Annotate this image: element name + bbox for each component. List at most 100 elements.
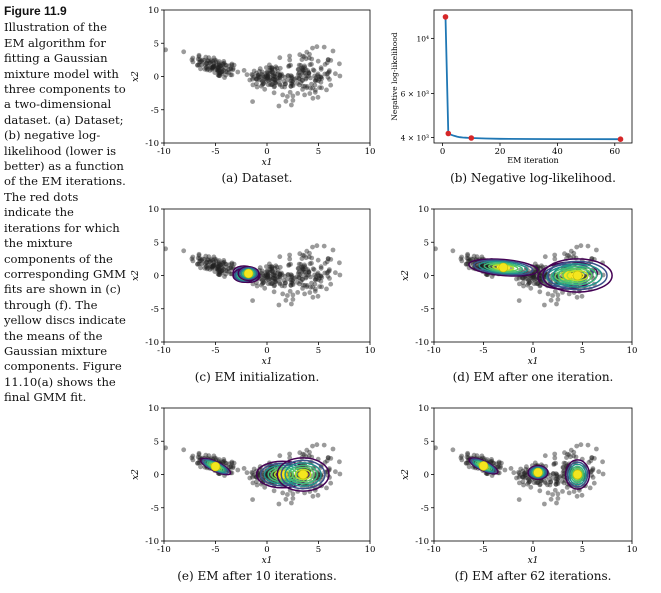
data-point [216,267,221,273]
data-point [319,76,325,81]
data-point [328,58,334,63]
data-point [555,481,561,487]
data-point [216,73,222,78]
panel-a: -10 -5 0 5 10 -10 -5 0 5 10 x1 x2 [131,6,375,168]
y-tick-label: 5 [424,437,429,447]
data-point [211,61,217,67]
data-point [555,297,561,302]
data-point [479,453,485,459]
data-point [250,470,256,476]
data-point [216,73,222,79]
data-point [209,257,214,262]
data-point [272,77,278,82]
data-point [296,266,301,271]
data-point [474,453,480,459]
data-point [266,277,271,282]
data-point [272,276,278,281]
data-point [330,48,336,54]
x-axis-label: x1 [262,158,273,168]
data-point [312,89,318,95]
data-point [272,265,278,271]
data-point [216,260,222,265]
data-point [315,71,321,77]
data-point [260,281,265,286]
density-contour [288,464,319,485]
data-point [312,82,318,88]
density-contour [546,265,590,286]
subcaption-b: (b) Negative log-likelihood. [450,171,616,185]
data-point [574,244,580,250]
data-point [542,501,547,507]
component-mean [572,270,583,281]
data-point [223,271,229,277]
data-point [554,474,560,479]
data-point [321,44,327,50]
data-point [308,75,313,81]
data-point [327,267,332,272]
data-point [300,451,306,457]
data-point [272,279,278,284]
data-point [299,264,305,270]
marked-iteration-dot [445,130,452,137]
data-point [317,284,322,289]
data-point [222,274,227,279]
data-point [289,102,294,108]
data-point [326,69,332,75]
density-contour [527,465,549,480]
data-point [277,65,283,71]
data-point [318,74,324,80]
x-tick-label: 10 [627,545,638,555]
density-contour [478,260,529,275]
data-point [525,481,530,487]
subcaption-c: (c) EM initialization. [194,370,320,384]
data-point [206,453,212,459]
data-point [273,80,278,86]
data-point [195,460,200,466]
density-contour [468,258,539,277]
data-point [304,73,309,79]
data-point [257,265,263,271]
data-point [265,82,271,88]
y-tick-label: -5 [421,504,429,514]
data-point [203,452,209,458]
data-point [545,490,551,496]
data-point [309,56,315,62]
x-tick-label: 0 [440,147,445,157]
data-point [217,71,222,76]
data-point [223,268,229,273]
data-point [592,456,597,461]
data-point [300,83,306,89]
data-point [526,278,531,283]
data-point [314,77,319,83]
data-point [212,70,218,75]
data-point [267,266,273,272]
data-point [337,260,342,266]
data-point [290,277,295,283]
data-point [306,254,312,260]
data-point [489,274,495,279]
data-point [267,65,273,71]
data-point [195,56,201,62]
data-point [300,68,306,73]
data-point [571,250,577,256]
data-point [250,480,256,486]
data-point [260,272,266,277]
data-point [259,282,264,288]
data-point [229,261,235,267]
density-contour [528,466,548,479]
data-point [226,266,232,272]
data-point [568,454,573,460]
data-point [204,259,210,265]
data-point [265,274,271,279]
y-tick-label: 10 [418,404,429,414]
data-point [269,281,274,287]
data-point [459,254,464,260]
data-point [551,461,557,467]
data-point [267,276,273,282]
data-point [216,67,222,73]
data-point [196,261,202,267]
data-point [310,266,316,272]
y-tick-label: -10 [145,338,159,348]
density-contour [280,459,326,490]
density-contour [566,461,589,488]
